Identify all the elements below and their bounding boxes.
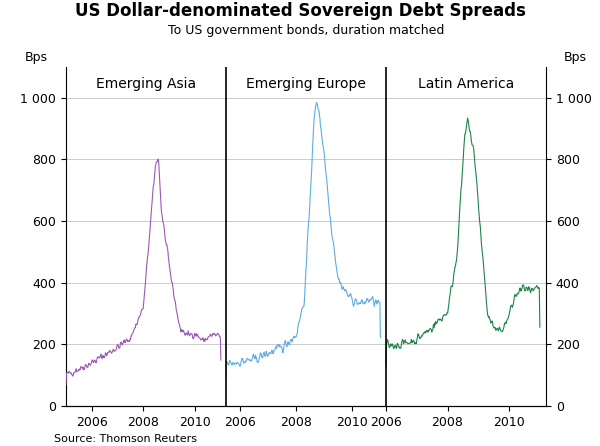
Text: Emerging Europe: Emerging Europe — [246, 77, 366, 91]
Text: Emerging Asia: Emerging Asia — [96, 77, 196, 91]
Text: Bps: Bps — [564, 50, 587, 63]
Text: Source: Thomson Reuters: Source: Thomson Reuters — [54, 434, 197, 444]
Text: Bps: Bps — [25, 50, 48, 63]
Text: US Dollar-denominated Sovereign Debt Spreads: US Dollar-denominated Sovereign Debt Spr… — [74, 2, 526, 20]
Title: To US government bonds, duration matched: To US government bonds, duration matched — [168, 24, 444, 37]
Text: Latin America: Latin America — [418, 77, 514, 91]
